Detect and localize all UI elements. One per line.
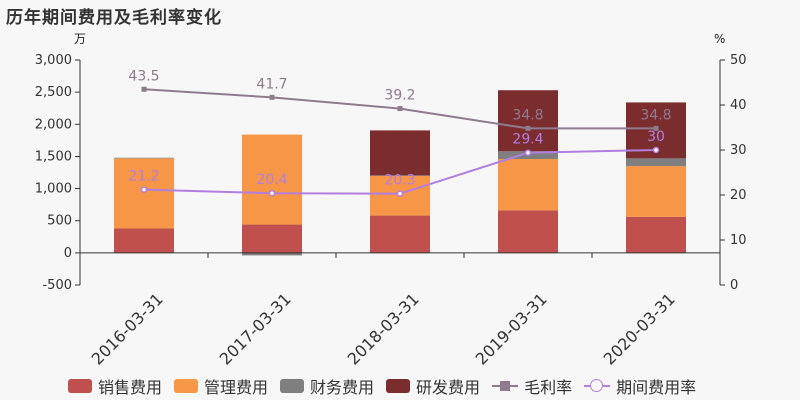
left-tick-label: -500 <box>42 278 72 293</box>
bar-segment <box>626 166 686 217</box>
bar-segment <box>498 159 558 211</box>
line-point <box>524 149 532 156</box>
left-tick-label: 1,500 <box>35 149 72 164</box>
data-label: 30 <box>647 129 665 145</box>
legend-swatch-sales <box>68 379 92 393</box>
x-tick-label: 2020-03-31 <box>600 289 679 368</box>
chart-legend: 销售费用 管理费用 财务费用 研发费用 毛利率 期间费用率 <box>68 374 708 398</box>
right-tick-label: 50 <box>730 53 747 68</box>
legend-item-admin[interactable]: 管理费用 <box>174 374 268 398</box>
bar-segment <box>114 158 174 229</box>
legend-swatch-rnd <box>386 379 411 393</box>
data-label: 39.2 <box>384 88 415 104</box>
data-label: 34.8 <box>640 107 671 123</box>
line-point <box>525 125 531 131</box>
data-label: 43.5 <box>128 68 159 84</box>
x-tick-label: 2016-03-31 <box>88 289 167 368</box>
left-tick-label: 1,000 <box>35 182 72 197</box>
legend-item-expense-ratio[interactable]: 期间费用率 <box>584 374 696 398</box>
legend-item-rnd[interactable]: 研发费用 <box>386 374 480 398</box>
line-point <box>397 106 403 112</box>
x-tick-label: 2017-03-31 <box>216 289 295 368</box>
bar-segment <box>242 224 302 253</box>
legend-label-finance: 财务费用 <box>310 378 375 397</box>
left-tick-label: 2,500 <box>35 85 72 100</box>
line-point <box>396 190 404 197</box>
data-label: 20.3 <box>384 173 415 189</box>
left-tick-label: 2,000 <box>35 117 72 132</box>
data-label: 34.8 <box>512 107 543 123</box>
legend-label-rnd: 研发费用 <box>416 378 481 397</box>
bar-segment <box>626 158 686 167</box>
bar-segment <box>498 90 558 152</box>
legend-label-gross-margin: 毛利率 <box>524 378 573 397</box>
data-label: 29.4 <box>512 132 543 148</box>
x-tick-label: 2018-03-31 <box>344 289 423 368</box>
right-tick-label: 30 <box>730 143 747 158</box>
legend-label-expense-ratio: 期间费用率 <box>616 378 697 397</box>
legend-item-gross-margin[interactable]: 毛利率 <box>492 374 572 398</box>
x-tick-label: 2019-03-31 <box>472 289 551 368</box>
data-label: 20.4 <box>256 172 287 188</box>
chart-title: 历年期间费用及毛利率变化 <box>6 8 222 28</box>
bar-segment <box>498 210 558 253</box>
bar-segment <box>370 215 430 253</box>
right-tick-label: 0 <box>730 278 738 293</box>
legend-swatch-admin <box>174 379 199 393</box>
line-point <box>140 186 148 193</box>
lines-layer: 43.5 41.7 39.2 34.8 34.8 21.2 20.4 20.3 29.4 30 <box>128 68 672 197</box>
line-point <box>269 94 275 100</box>
bar-segment <box>370 130 430 176</box>
line-point <box>268 189 276 197</box>
line-point <box>653 125 659 131</box>
bars-layer <box>114 90 686 256</box>
bar-segment <box>114 228 174 253</box>
right-tick-label: 10 <box>730 233 747 248</box>
right-axis-unit: % <box>714 32 725 46</box>
left-axis-unit: 万 <box>74 32 86 46</box>
bar-segment <box>242 252 302 256</box>
legend-swatch-finance <box>280 379 305 393</box>
right-tick-label: 20 <box>730 188 747 203</box>
bar-segment <box>114 157 174 159</box>
legend-item-sales[interactable]: 销售费用 <box>68 374 162 398</box>
legend-marker-gross-margin <box>492 379 519 393</box>
line-point <box>141 86 147 92</box>
bar-segment <box>242 134 302 225</box>
left-tick-label: 3,000 <box>35 53 72 68</box>
bar-segment <box>626 216 686 253</box>
left-tick-label: 0 <box>64 246 72 261</box>
data-label: 41.7 <box>256 76 287 92</box>
data-label: 21.2 <box>128 169 159 185</box>
right-tick-label: 40 <box>730 98 747 113</box>
line-point <box>652 146 660 154</box>
legend-label-admin: 管理费用 <box>204 378 269 397</box>
bar-segment <box>370 175 430 176</box>
legend-label-sales: 销售费用 <box>98 378 163 397</box>
legend-marker-expense-ratio <box>584 379 611 393</box>
legend-item-finance[interactable]: 财务费用 <box>280 374 374 398</box>
left-tick-label: 500 <box>47 214 72 229</box>
